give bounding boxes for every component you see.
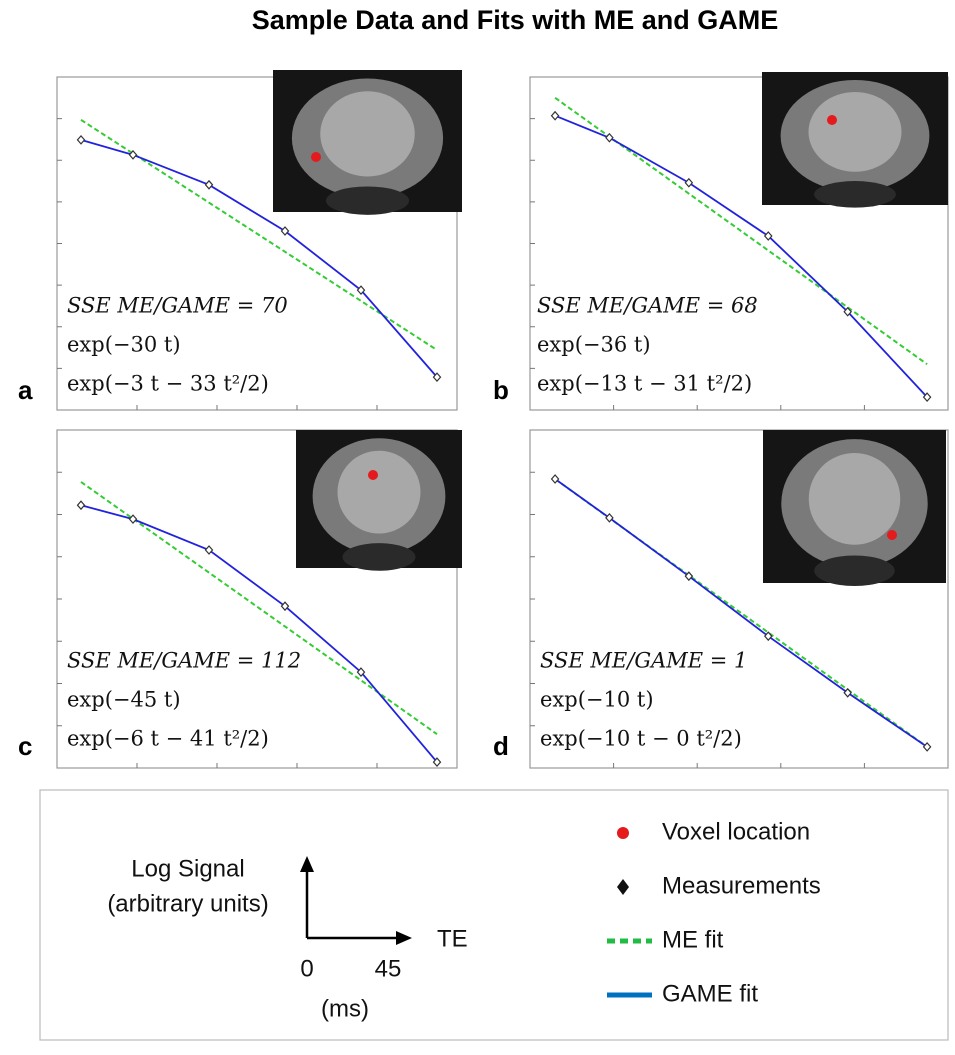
panel: SSE ME/GAME = 70 exp(−30 t) exp(−3 t − 33 … xyxy=(18,70,462,411)
schematic-x-unit: (ms) xyxy=(321,995,369,1022)
measurement xyxy=(550,474,560,484)
voxel-location xyxy=(827,115,837,125)
annotation: exp(−10 t) xyxy=(540,688,654,712)
panel: SSE ME/GAME = 1 exp(−10 t) exp(−10 t − 0 t… xyxy=(493,429,949,769)
measurement xyxy=(204,179,214,190)
game-fit-line xyxy=(554,114,928,398)
annotation: SSE ME/GAME = 70 xyxy=(67,294,288,318)
measurement xyxy=(356,667,366,678)
panel-label: a xyxy=(18,375,33,405)
measurement xyxy=(280,601,290,612)
legend-symbol xyxy=(617,827,629,839)
measurement xyxy=(128,514,138,525)
measurement xyxy=(550,110,560,121)
measurement xyxy=(843,687,852,698)
mri-rectum xyxy=(325,186,410,215)
panel: SSE ME/GAME = 68 exp(−36 t) exp(−13 t − 31… xyxy=(493,72,949,411)
arrow-head xyxy=(396,931,412,945)
measurement xyxy=(432,372,442,383)
panel-label: d xyxy=(493,731,509,761)
measurement xyxy=(76,500,86,511)
schematic-x-start: 0 xyxy=(300,955,313,982)
measurement xyxy=(204,545,214,555)
annotation: exp(−3 t − 33 t²/2) xyxy=(67,372,269,396)
legend-label: GAME fit xyxy=(662,980,758,1007)
annotation: SSE ME/GAME = 1 xyxy=(540,649,747,673)
voxel-location xyxy=(368,470,378,480)
legend: Voxel location Measurements ME fit GAME fit xyxy=(607,818,821,1007)
measurement xyxy=(684,177,694,188)
mri-rectum xyxy=(342,543,416,571)
mri-gland xyxy=(337,450,421,534)
measurement xyxy=(843,306,852,317)
schematic-x-label: TE xyxy=(437,925,468,952)
annotation: exp(−13 t − 31 t²/2) xyxy=(537,372,752,396)
legend-label: ME fit xyxy=(662,926,724,953)
mri-rectum xyxy=(814,555,895,587)
measurement xyxy=(76,134,86,145)
voxel-location xyxy=(311,152,321,162)
annotation: exp(−6 t − 41 t²/2) xyxy=(67,727,269,751)
measurement xyxy=(684,571,694,582)
voxel-location xyxy=(887,530,897,540)
panels: SSE ME/GAME = 70 exp(−30 t) exp(−3 t − 33 … xyxy=(18,70,949,769)
annotation: SSE ME/GAME = 68 xyxy=(537,294,758,318)
mri-gland xyxy=(320,91,415,177)
legend-symbol xyxy=(617,879,629,895)
measurement xyxy=(128,149,138,160)
arrow-head xyxy=(300,856,314,872)
measurement xyxy=(763,631,773,642)
panel-label: c xyxy=(18,731,32,761)
panel: SSE ME/GAME = 112 exp(−45 t) exp(−6 t − 41… xyxy=(18,429,462,769)
legend-box xyxy=(39,789,949,1041)
measurement xyxy=(356,285,366,296)
schematic-y-label: (arbitrary units) xyxy=(107,890,268,917)
panel-label: b xyxy=(493,375,509,405)
measurement xyxy=(922,392,932,403)
annotation: exp(−36 t) xyxy=(537,333,651,357)
me-fit-line xyxy=(80,119,438,351)
measurement xyxy=(922,741,932,752)
game-fit-line xyxy=(80,138,438,378)
measurement xyxy=(432,757,442,767)
mri-gland xyxy=(808,91,902,172)
annotation: SSE ME/GAME = 112 xyxy=(67,649,301,673)
game-fit-line xyxy=(554,478,928,748)
annotation: exp(−30 t) xyxy=(67,333,181,357)
schematic-x-end: 45 xyxy=(375,955,402,982)
measurement xyxy=(280,226,290,236)
measurement xyxy=(605,132,614,143)
game-fit-line xyxy=(80,504,438,763)
schematic-y-label: Log Signal xyxy=(131,855,244,882)
measurement xyxy=(605,512,614,523)
measurement xyxy=(763,231,773,241)
legend-label: Voxel location xyxy=(662,818,810,845)
annotation: exp(−10 t − 0 t²/2) xyxy=(540,727,742,751)
mri-rectum xyxy=(814,181,896,208)
figure-title: Sample Data and Fits with ME and GAME xyxy=(252,5,779,35)
mri-gland xyxy=(808,452,901,545)
annotation: exp(−45 t) xyxy=(67,688,181,712)
legend-label: Measurements xyxy=(662,872,821,899)
